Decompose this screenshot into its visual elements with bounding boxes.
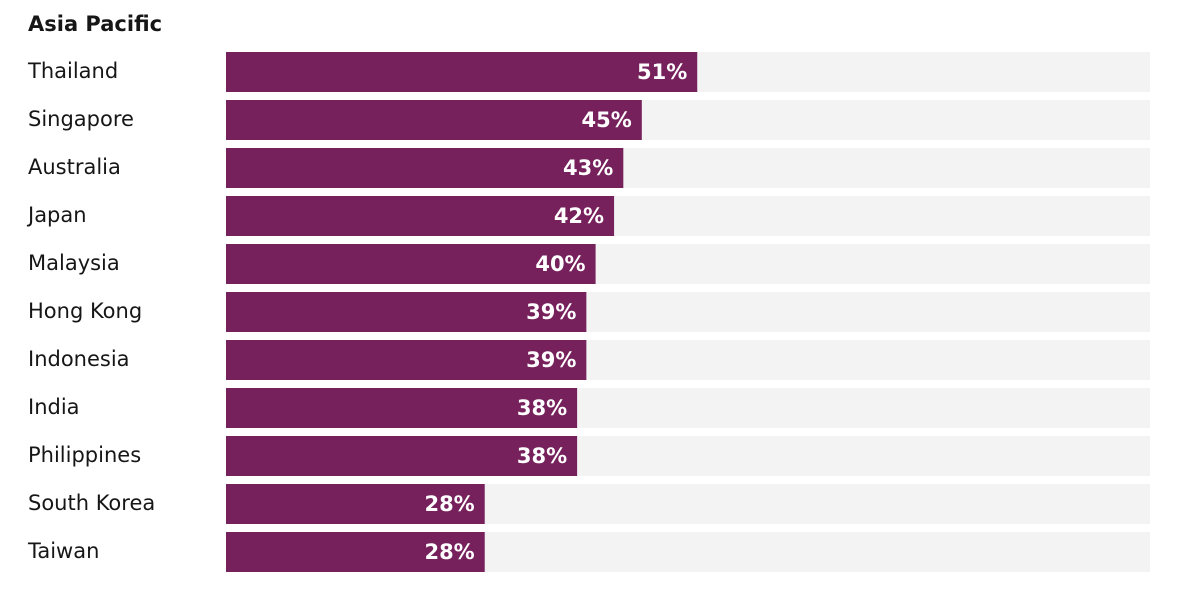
category-label: Thailand: [27, 59, 118, 83]
category-label: Philippines: [28, 443, 141, 467]
category-label: India: [28, 395, 80, 419]
category-label: Japan: [26, 203, 87, 227]
category-label: Singapore: [28, 107, 134, 131]
bar: [226, 388, 578, 428]
value-label: 39%: [526, 348, 576, 372]
bar: [226, 244, 596, 284]
value-label: 39%: [526, 300, 576, 324]
bar: [226, 52, 698, 92]
value-label: 38%: [517, 444, 567, 468]
category-label: South Korea: [28, 491, 155, 515]
value-label: 28%: [424, 540, 474, 564]
category-label: Indonesia: [28, 347, 130, 371]
bar: [226, 340, 587, 380]
bar: [226, 100, 642, 140]
bar: [226, 196, 615, 236]
category-label: Hong Kong: [28, 299, 142, 323]
bar: [226, 148, 624, 188]
value-label: 51%: [637, 60, 687, 84]
value-label: 28%: [424, 492, 474, 516]
category-label: Australia: [28, 155, 121, 179]
value-label: 45%: [582, 108, 632, 132]
category-label: Malaysia: [28, 251, 120, 275]
value-label: 40%: [535, 252, 585, 276]
bar: [226, 292, 587, 332]
category-label: Taiwan: [27, 539, 99, 563]
chart-title: Asia Pacific: [28, 12, 162, 36]
value-label: 43%: [563, 156, 613, 180]
value-label: 38%: [517, 396, 567, 420]
bar: [226, 436, 578, 476]
bar: [226, 484, 485, 524]
value-label: 42%: [554, 204, 604, 228]
bar: [226, 532, 485, 572]
